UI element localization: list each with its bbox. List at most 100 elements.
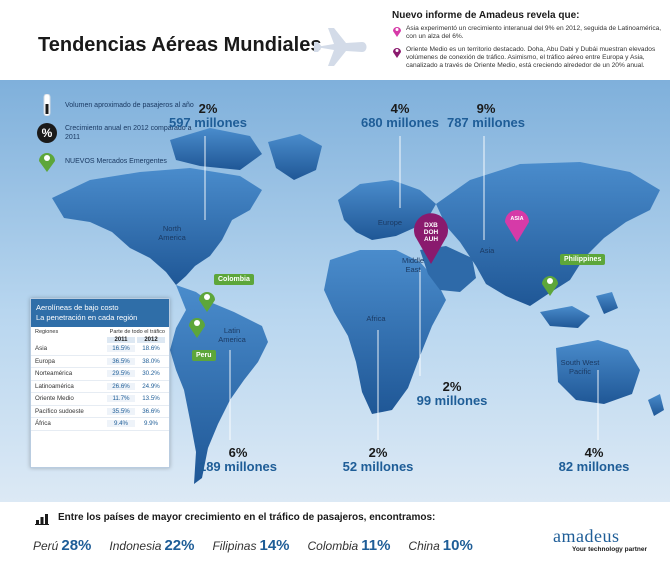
map-legend: Volumen aproximado de pasajeros al año %… <box>36 94 196 178</box>
middle-east-pin-icon: DXB DOH AUH <box>414 213 448 264</box>
stat-growth: 2% <box>368 445 388 460</box>
stat-volume: 787 millones <box>446 115 526 130</box>
ranking-item: Colombia 11% <box>308 537 391 555</box>
row-region: Norteamérica <box>35 370 73 378</box>
lowcost-title: Aerolíneas de bajo costo <box>36 303 119 312</box>
region-label-europe: Europe <box>377 218 403 227</box>
brand-tagline: Your technology partner <box>572 546 647 553</box>
legend-text: Crecimiento anual en 2012 comparado a 20… <box>65 125 192 141</box>
ranking-country: China <box>408 539 440 553</box>
legend-item: NUEVOS Mercados Emergentes <box>36 150 196 172</box>
asia-pin-icon: ASIA <box>505 210 529 242</box>
stat-volume: 189 millones <box>198 459 278 474</box>
region-label-north-america: North America <box>158 224 186 242</box>
legend-item: Volumen aproximado de pasajeros al año <box>36 94 196 116</box>
lowcost-col-headers: Regiones Parte de todo el tráfico <box>31 327 169 337</box>
africa-shape <box>324 250 446 414</box>
col-region: Regiones <box>35 329 59 335</box>
continents <box>52 128 664 484</box>
stat-latin-america: 6% 189 millones <box>192 446 284 474</box>
mideast-pin-code: AUH <box>424 236 438 243</box>
row-2011: 36.5% <box>107 357 135 365</box>
stat-europe: 4% 680 millones <box>356 102 444 130</box>
amadeus-logo: amadeus <box>553 526 620 546</box>
stat-asia: 9% 787 millones <box>442 102 530 130</box>
legend-text: Volumen aproximado de pasajeros al año <box>65 101 194 109</box>
row-region: Pacífico sudoeste <box>35 407 84 415</box>
ranking-country: Indonesia <box>109 539 162 553</box>
ranking-pct: 14% <box>259 537 290 554</box>
stat-middle-east: 2% 99 millones <box>410 380 494 408</box>
lowcost-table-panel: Aerolíneas de bajo costo La penetración … <box>30 298 170 468</box>
news-panel: Nuevo informe de Amadeus revela que: Asi… <box>392 10 662 75</box>
row-2012: 9.9% <box>143 420 159 428</box>
stat-volume: 52 millones <box>342 459 414 474</box>
ranking-pct: 10% <box>442 537 473 554</box>
bar-chart-icon <box>35 514 49 525</box>
ranking-title: Entre los países de mayor crecimiento en… <box>58 512 436 523</box>
table-row: Norteamérica 29.5% 30.2% <box>31 368 169 381</box>
philippines-label: Philippines <box>560 254 606 265</box>
emerging-market-icon <box>39 153 55 172</box>
peru-pin-icon <box>189 318 205 338</box>
stat-growth: 6% <box>228 445 248 460</box>
table-row: Latinoamérica 26.6% 24.9% <box>31 381 169 393</box>
region-label-latin-america: Latin America <box>218 326 246 344</box>
volume-icon <box>43 94 51 116</box>
philippines-pin-icon <box>542 276 558 296</box>
colombia-label: Colombia <box>214 274 254 285</box>
row-2011: 11.7% <box>107 395 135 403</box>
ranking-pct: 11% <box>361 537 391 554</box>
peru-label: Peru <box>192 350 216 361</box>
row-2012: 30.2% <box>142 370 160 378</box>
stat-growth: 2% <box>198 101 218 116</box>
news-item: Asia experimentó un crecimiento interanu… <box>392 25 662 41</box>
news-text: Oriente Medio es un territorio destacado… <box>406 46 656 69</box>
col-share: Parte de todo el tráfico <box>109 329 165 335</box>
percent-icon: % <box>37 123 57 143</box>
news-title: Nuevo informe de Amadeus revela que: <box>392 10 580 21</box>
table-row: Pacífico sudoeste 35.5% 36.6% <box>31 406 169 418</box>
row-2012: 18.6% <box>142 345 160 353</box>
row-2012: 13.5% <box>142 395 160 403</box>
plane-icon <box>314 28 367 66</box>
ranking-item: China 10% <box>408 537 472 555</box>
row-2011: 29.5% <box>107 370 135 378</box>
asia-pin-label: ASIA <box>510 216 523 222</box>
latin-america-shape <box>170 285 268 484</box>
legend-text: NUEVOS Mercados Emergentes <box>65 157 167 165</box>
ranking-country: Filipinas <box>212 539 257 553</box>
year-header: 2012 <box>137 337 165 343</box>
svg-text:%: % <box>42 126 53 140</box>
region-label-asia: Asia <box>479 246 495 255</box>
page-title: Tendencias Aéreas Mundiales <box>38 34 322 56</box>
lowcost-header: Aerolíneas de bajo costo La penetración … <box>31 299 169 327</box>
stat-africa: 2% 52 millones <box>336 446 420 474</box>
row-2011: 35.5% <box>107 407 135 415</box>
colombia-pin-icon <box>199 292 215 312</box>
row-2012: 36.6% <box>142 407 160 415</box>
stat-growth: 4% <box>584 445 604 460</box>
row-region: Latinoamérica <box>35 382 74 390</box>
stat-growth: 9% <box>476 101 496 116</box>
table-row: África 9.4% 9.9% <box>31 418 169 431</box>
ranking-pct: 22% <box>164 537 195 554</box>
region-label-south-west-pacific: South West Pacific <box>560 358 600 376</box>
table-row: Europa 36.5% 38.0% <box>31 356 169 368</box>
north-america-shape <box>52 168 262 285</box>
lowcost-year-headers: 2011 2012 <box>31 337 169 343</box>
mideast-pin-code: DXB <box>424 222 438 229</box>
stat-growth: 4% <box>390 101 410 116</box>
stat-volume: 680 millones <box>360 115 440 130</box>
row-region: Oriente Medio <box>35 395 74 403</box>
mideast-pin-code: DOH <box>424 229 439 236</box>
row-2011: 26.6% <box>107 382 135 390</box>
row-2012: 24.9% <box>142 382 160 390</box>
region-label-middle-east: Middle East <box>401 256 425 274</box>
region-label-africa: Africa <box>366 314 386 323</box>
stat-volume: 597 millones <box>168 115 248 130</box>
year-header: 2011 <box>107 337 135 343</box>
stat-south-west-pacific: 4% 82 millones <box>552 446 636 474</box>
stat-growth: 2% <box>442 379 462 394</box>
ranking-country: Colombia <box>307 539 359 553</box>
